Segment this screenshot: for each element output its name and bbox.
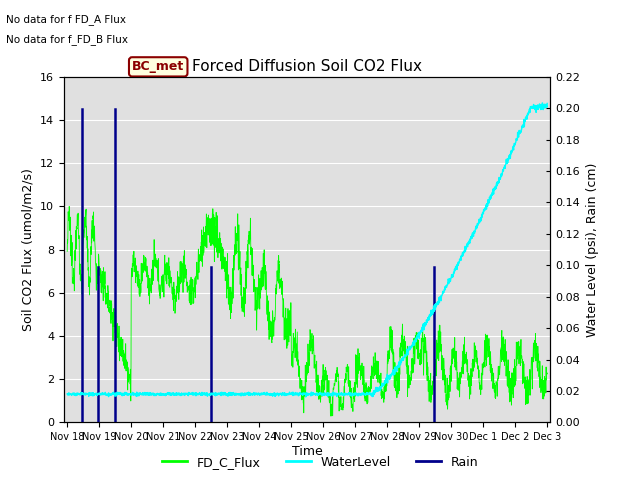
Text: No data for f_FD_B Flux: No data for f_FD_B Flux — [6, 34, 129, 45]
Legend: FD_C_Flux, WaterLevel, Rain: FD_C_Flux, WaterLevel, Rain — [157, 451, 483, 474]
Y-axis label: Water Level (psi), Rain (cm): Water Level (psi), Rain (cm) — [586, 162, 598, 337]
Text: BC_met: BC_met — [132, 60, 184, 73]
Title: Forced Diffusion Soil CO2 Flux: Forced Diffusion Soil CO2 Flux — [192, 59, 422, 74]
Y-axis label: Soil CO2 Flux (umol/m2/s): Soil CO2 Flux (umol/m2/s) — [22, 168, 35, 331]
X-axis label: Time: Time — [292, 445, 323, 458]
Text: No data for f FD_A Flux: No data for f FD_A Flux — [6, 14, 127, 25]
